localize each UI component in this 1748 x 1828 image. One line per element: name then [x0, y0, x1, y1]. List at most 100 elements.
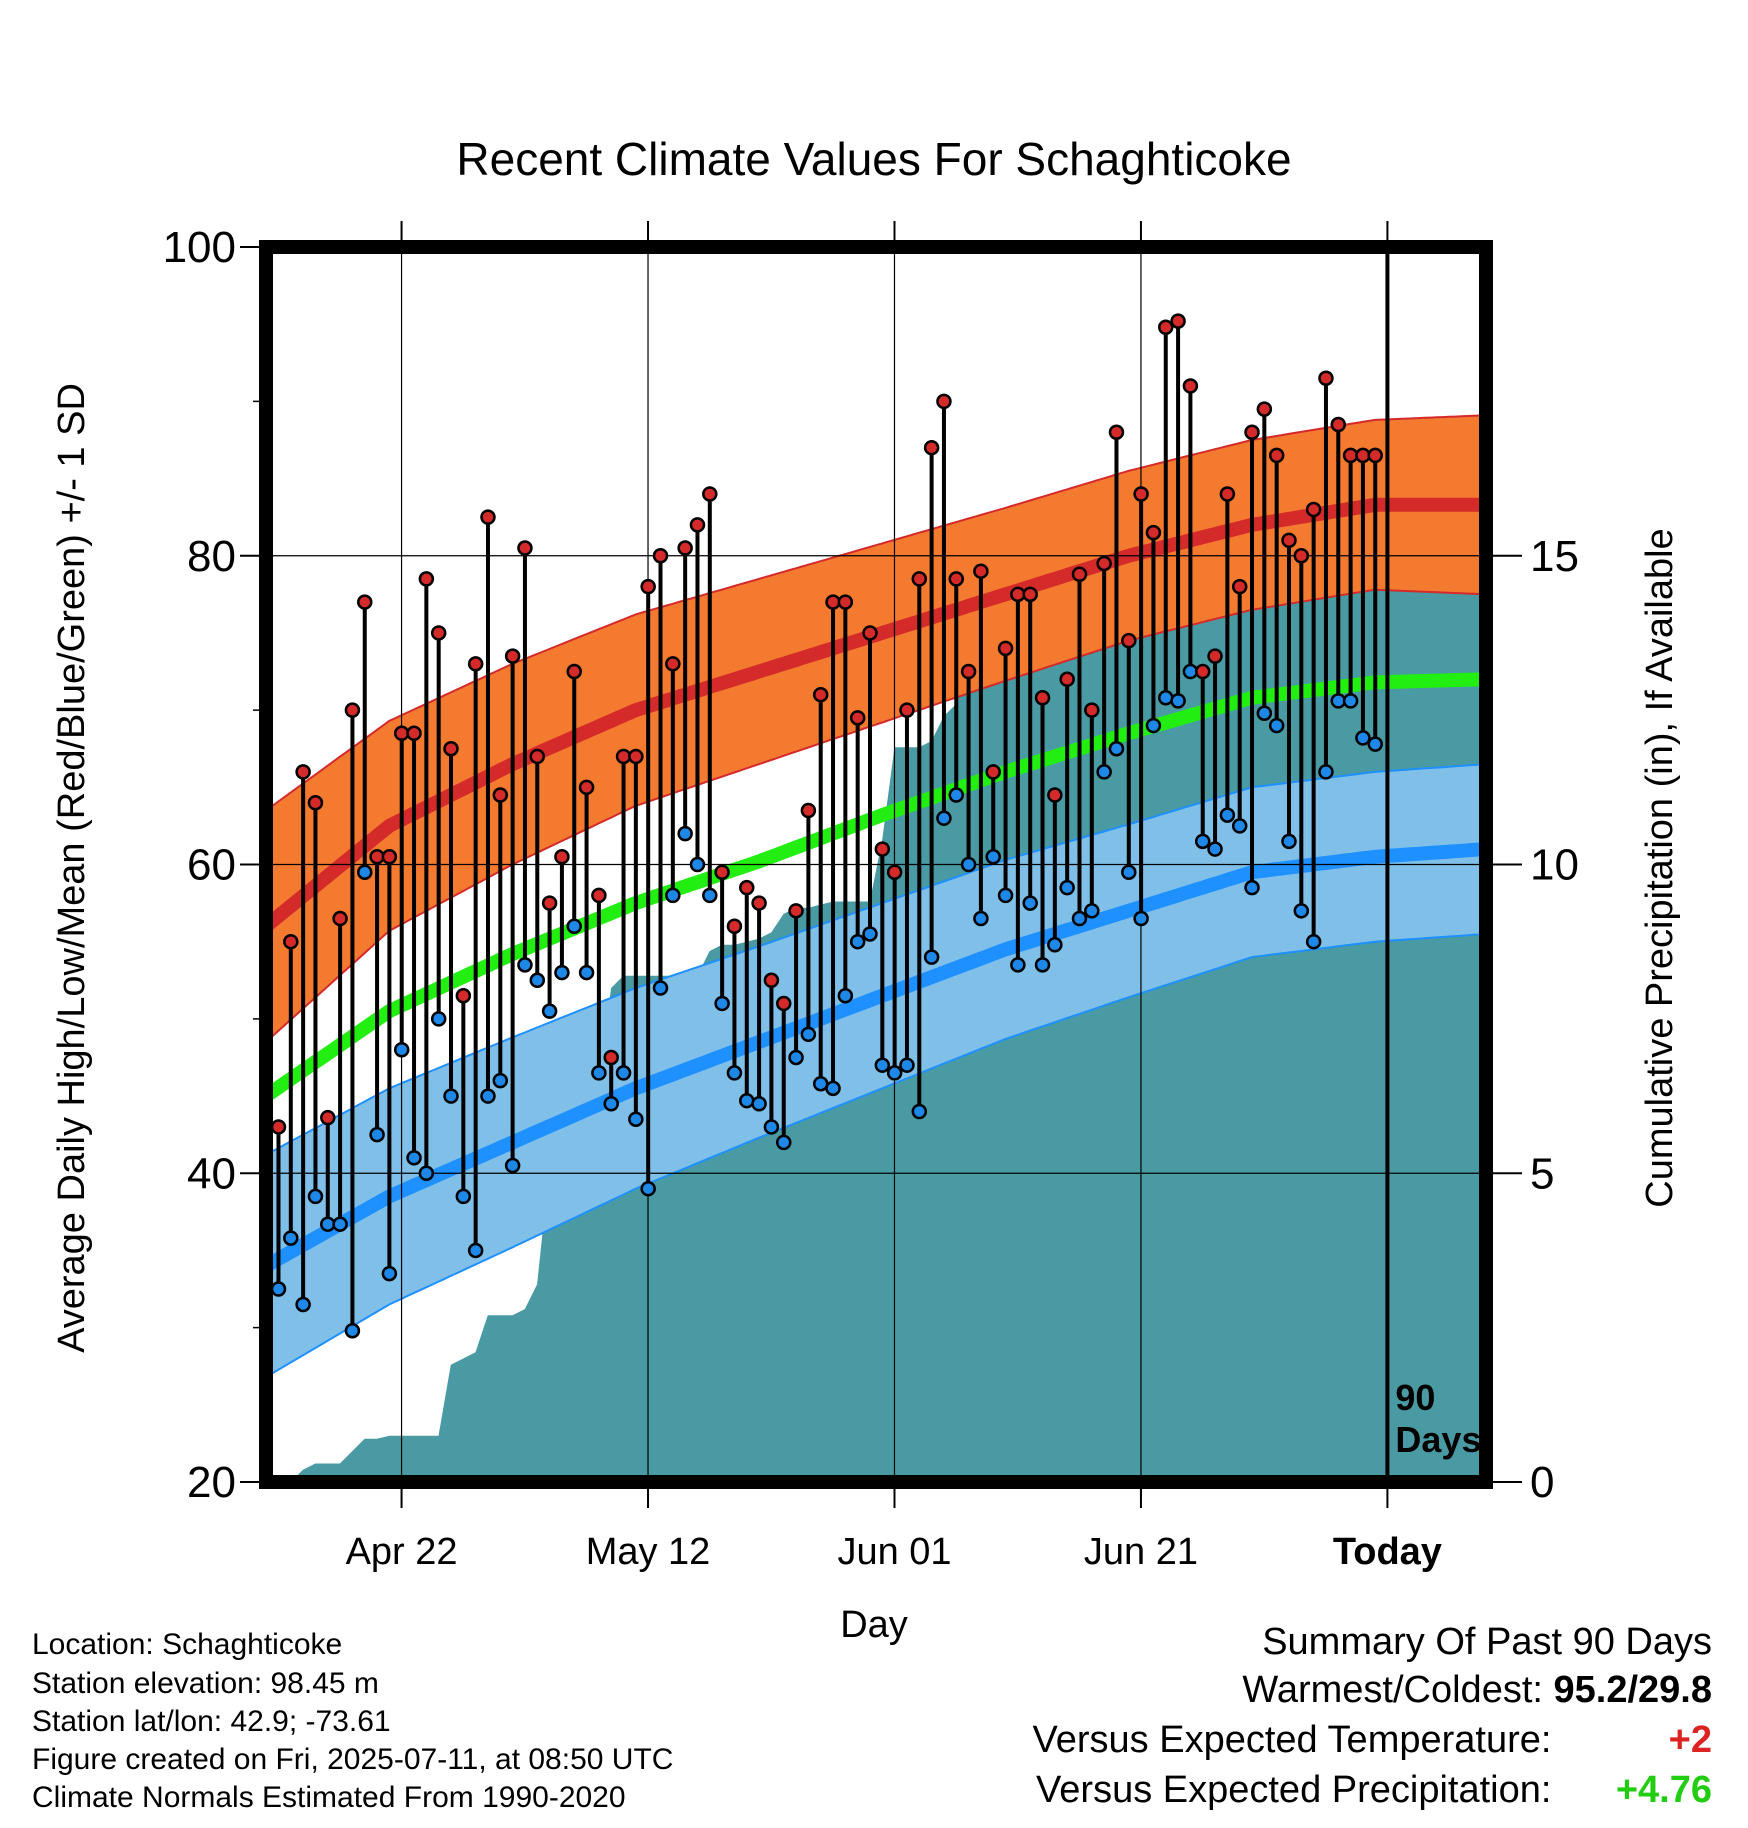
daily-low-point — [800, 1026, 817, 1043]
daily-high-point — [775, 995, 792, 1012]
daily-low-point — [1182, 663, 1199, 680]
daily-high-point — [1194, 663, 1211, 680]
daily-low-point — [615, 1065, 632, 1081]
warmest-coldest-label: Warmest/Coldest: — [1242, 1669, 1543, 1711]
daily-high-point — [1034, 690, 1051, 706]
y2-tick-label: 15 — [1530, 532, 1579, 581]
daily-low-point — [751, 1096, 767, 1112]
daily-high-point — [1231, 578, 1248, 595]
daily-high-point — [1355, 447, 1371, 464]
daily-low-point — [578, 964, 595, 981]
x-tick-label: Jun 01 — [837, 1531, 951, 1573]
daily-high-point — [467, 656, 484, 672]
daily-low-point — [283, 1230, 299, 1246]
daily-low-point — [812, 1075, 829, 1092]
daily-high-point — [1182, 378, 1199, 394]
daily-low-point — [1145, 717, 1162, 734]
daily-low-point — [1059, 879, 1075, 896]
daily-high-point — [1145, 524, 1162, 541]
daily-low-point — [1071, 910, 1088, 927]
daily-low-point — [430, 1011, 447, 1027]
daily-low-point — [665, 887, 681, 904]
latlon-text: Station lat/lon: 42.9; -73.61 — [32, 1705, 391, 1738]
daily-low-point — [406, 1150, 422, 1166]
daily-high-point — [923, 439, 940, 456]
daily-low-point — [1305, 933, 1322, 950]
daily-low-point — [1293, 903, 1310, 919]
daily-high-point — [1256, 401, 1273, 417]
daily-low-point — [369, 1126, 385, 1143]
daily-high-point — [307, 795, 324, 811]
daily-high-point — [295, 764, 311, 780]
daily-high-point — [517, 540, 533, 556]
daily-high-point — [948, 571, 965, 587]
daily-low-point — [1367, 736, 1384, 752]
daily-high-point — [430, 625, 447, 641]
y-tick-label: 60 — [187, 841, 236, 890]
daily-low-point — [960, 856, 977, 873]
y2-axis-label: Cumulative Precipitation (in), If Availa… — [1639, 528, 1681, 1207]
daily-low-point — [886, 1065, 903, 1081]
daily-low-point — [923, 949, 940, 965]
daily-low-point — [1318, 764, 1334, 780]
daily-high-point — [455, 987, 472, 1004]
daily-low-point — [393, 1042, 410, 1058]
daily-low-point — [1133, 910, 1149, 927]
created-text: Figure created on Fri, 2025-07-11, at 08… — [32, 1743, 674, 1776]
daily-high-point — [1219, 486, 1236, 502]
summary-temperature: Versus Expected Temperature: +2 — [1033, 1718, 1712, 1762]
daily-high-point — [800, 802, 817, 819]
daily-low-point — [1034, 957, 1051, 973]
daily-high-point — [1305, 501, 1322, 518]
daily-high-point — [566, 663, 582, 680]
daily-low-point — [1121, 864, 1137, 880]
today-label-line2: Days — [1395, 1419, 1481, 1460]
daily-low-point — [270, 1281, 287, 1297]
daily-low-point — [899, 1057, 915, 1073]
y2-tick-label: 5 — [1530, 1149, 1554, 1198]
daily-high-point — [356, 594, 373, 610]
location-text: Location: Schaghticoke — [32, 1628, 343, 1661]
daily-high-point — [283, 933, 299, 950]
daily-high-point — [911, 571, 928, 587]
daily-high-point — [825, 594, 841, 610]
y-tick-label: 100 — [163, 223, 236, 272]
summary-title: Summary Of Past 90 Days — [1262, 1621, 1712, 1663]
daily-high-point — [899, 702, 915, 718]
high-sd-band — [266, 414, 1486, 1044]
daily-high-point — [665, 656, 681, 672]
daily-high-point — [1268, 447, 1285, 464]
daily-high-point — [874, 841, 891, 857]
x-tick-label: May 12 — [586, 1531, 711, 1573]
daily-high-point — [763, 972, 780, 989]
daily-high-point — [603, 1049, 619, 1066]
daily-high-point — [886, 864, 903, 880]
daily-high-point — [1010, 586, 1026, 603]
daily-low-point — [1231, 818, 1248, 834]
daily-high-point — [702, 486, 718, 502]
daily-low-point — [344, 1322, 361, 1339]
daily-high-point — [1071, 566, 1088, 583]
daily-low-point — [603, 1096, 619, 1112]
y-tick-label: 40 — [187, 1149, 236, 1198]
daily-high-point — [615, 748, 632, 765]
daily-low-point — [455, 1188, 472, 1205]
daily-high-point — [406, 725, 422, 742]
daily-low-point — [418, 1165, 435, 1181]
summary-warmest-coldest: Warmest/Coldest: 95.2/29.8 — [1242, 1668, 1712, 1712]
daily-low-point — [1022, 895, 1038, 911]
daily-low-point — [677, 825, 693, 842]
daily-low-point — [948, 787, 965, 803]
daily-low-point — [504, 1157, 521, 1174]
daily-low-point — [1244, 879, 1260, 896]
x-tick-label: Today — [1333, 1531, 1442, 1573]
daily-low-point — [295, 1296, 311, 1313]
daily-high-point — [492, 787, 509, 803]
daily-low-point — [874, 1057, 891, 1073]
daily-high-point — [332, 910, 348, 927]
daily-low-point — [307, 1188, 324, 1205]
daily-low-point — [591, 1065, 607, 1081]
plot-area — [266, 247, 1486, 1482]
low-sd-band — [266, 763, 1486, 1379]
y2-tick-label: 0 — [1530, 1458, 1554, 1507]
